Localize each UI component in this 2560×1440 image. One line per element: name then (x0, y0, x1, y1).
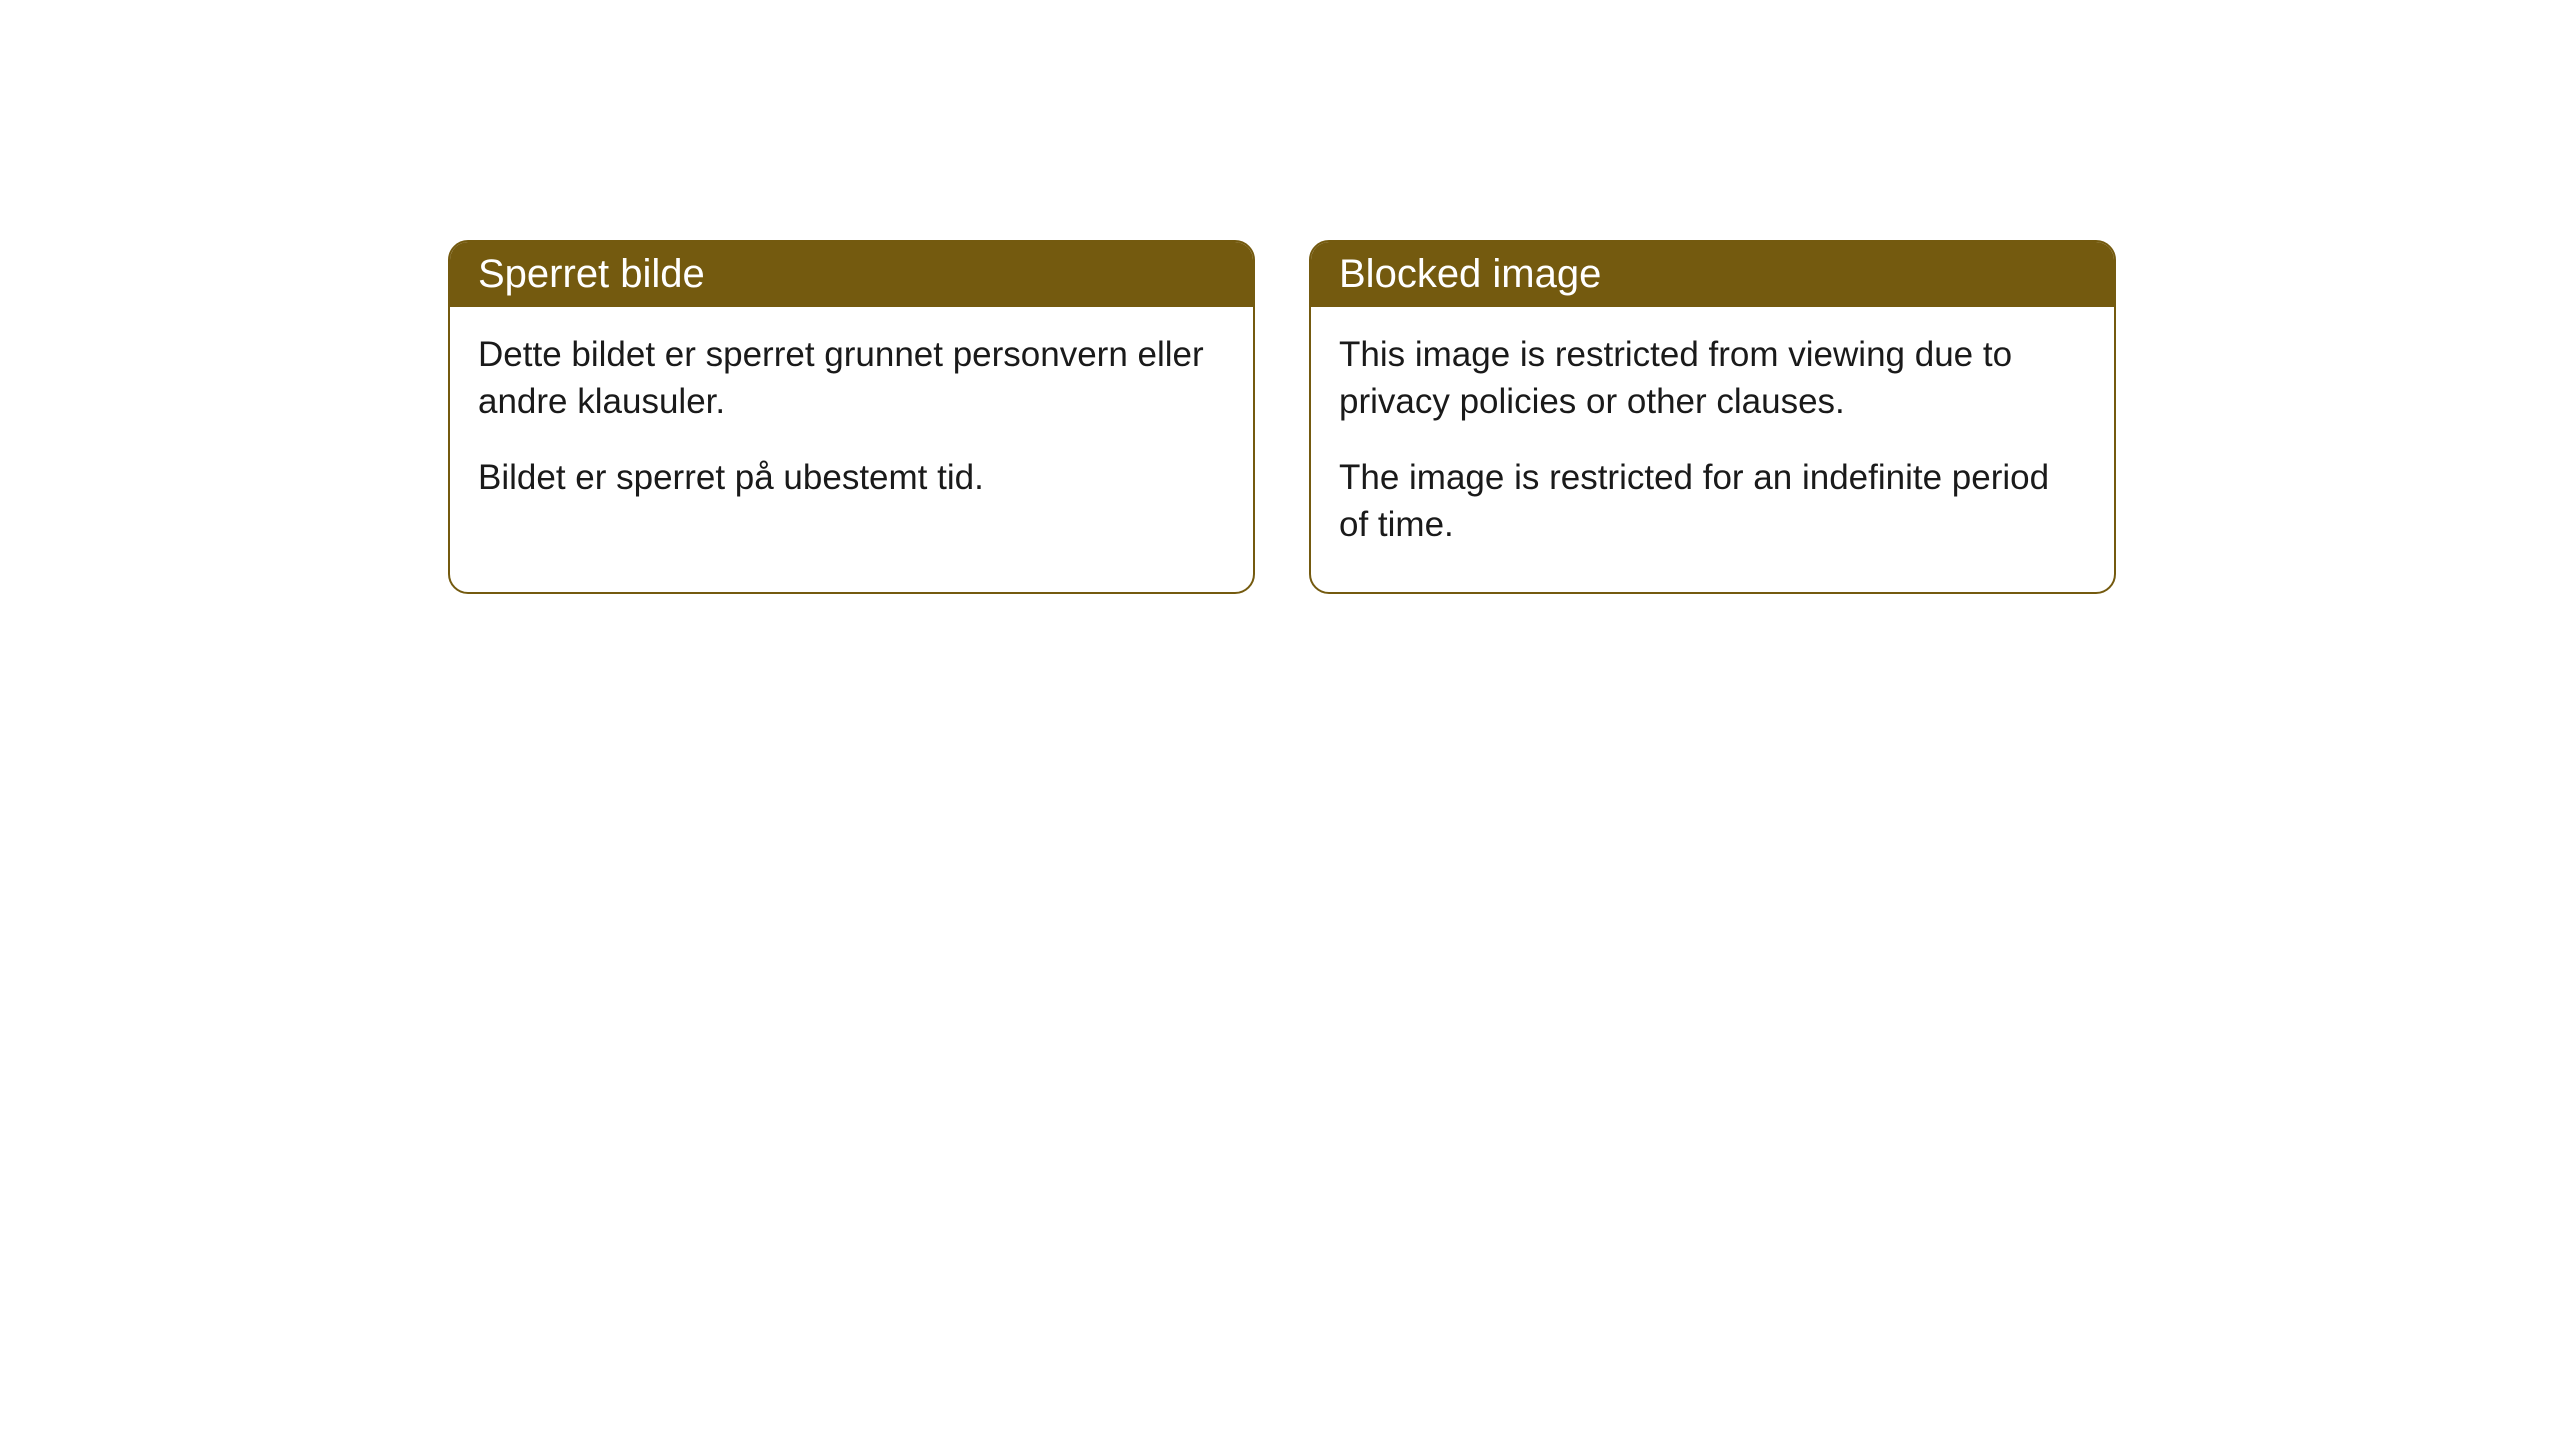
card-paragraph: The image is restricted for an indefinit… (1339, 454, 2086, 549)
card-paragraph: Bildet er sperret på ubestemt tid. (478, 454, 1225, 501)
card-header: Blocked image (1311, 242, 2114, 307)
card-paragraph: This image is restricted from viewing du… (1339, 331, 2086, 426)
card-title: Blocked image (1339, 252, 1601, 296)
card-title: Sperret bilde (478, 252, 705, 296)
notice-container: Sperret bilde Dette bildet er sperret gr… (448, 240, 2116, 594)
card-header: Sperret bilde (450, 242, 1253, 307)
notice-card-english: Blocked image This image is restricted f… (1309, 240, 2116, 594)
card-body: Dette bildet er sperret grunnet personve… (450, 307, 1253, 545)
notice-card-norwegian: Sperret bilde Dette bildet er sperret gr… (448, 240, 1255, 594)
card-paragraph: Dette bildet er sperret grunnet personve… (478, 331, 1225, 426)
card-body: This image is restricted from viewing du… (1311, 307, 2114, 592)
